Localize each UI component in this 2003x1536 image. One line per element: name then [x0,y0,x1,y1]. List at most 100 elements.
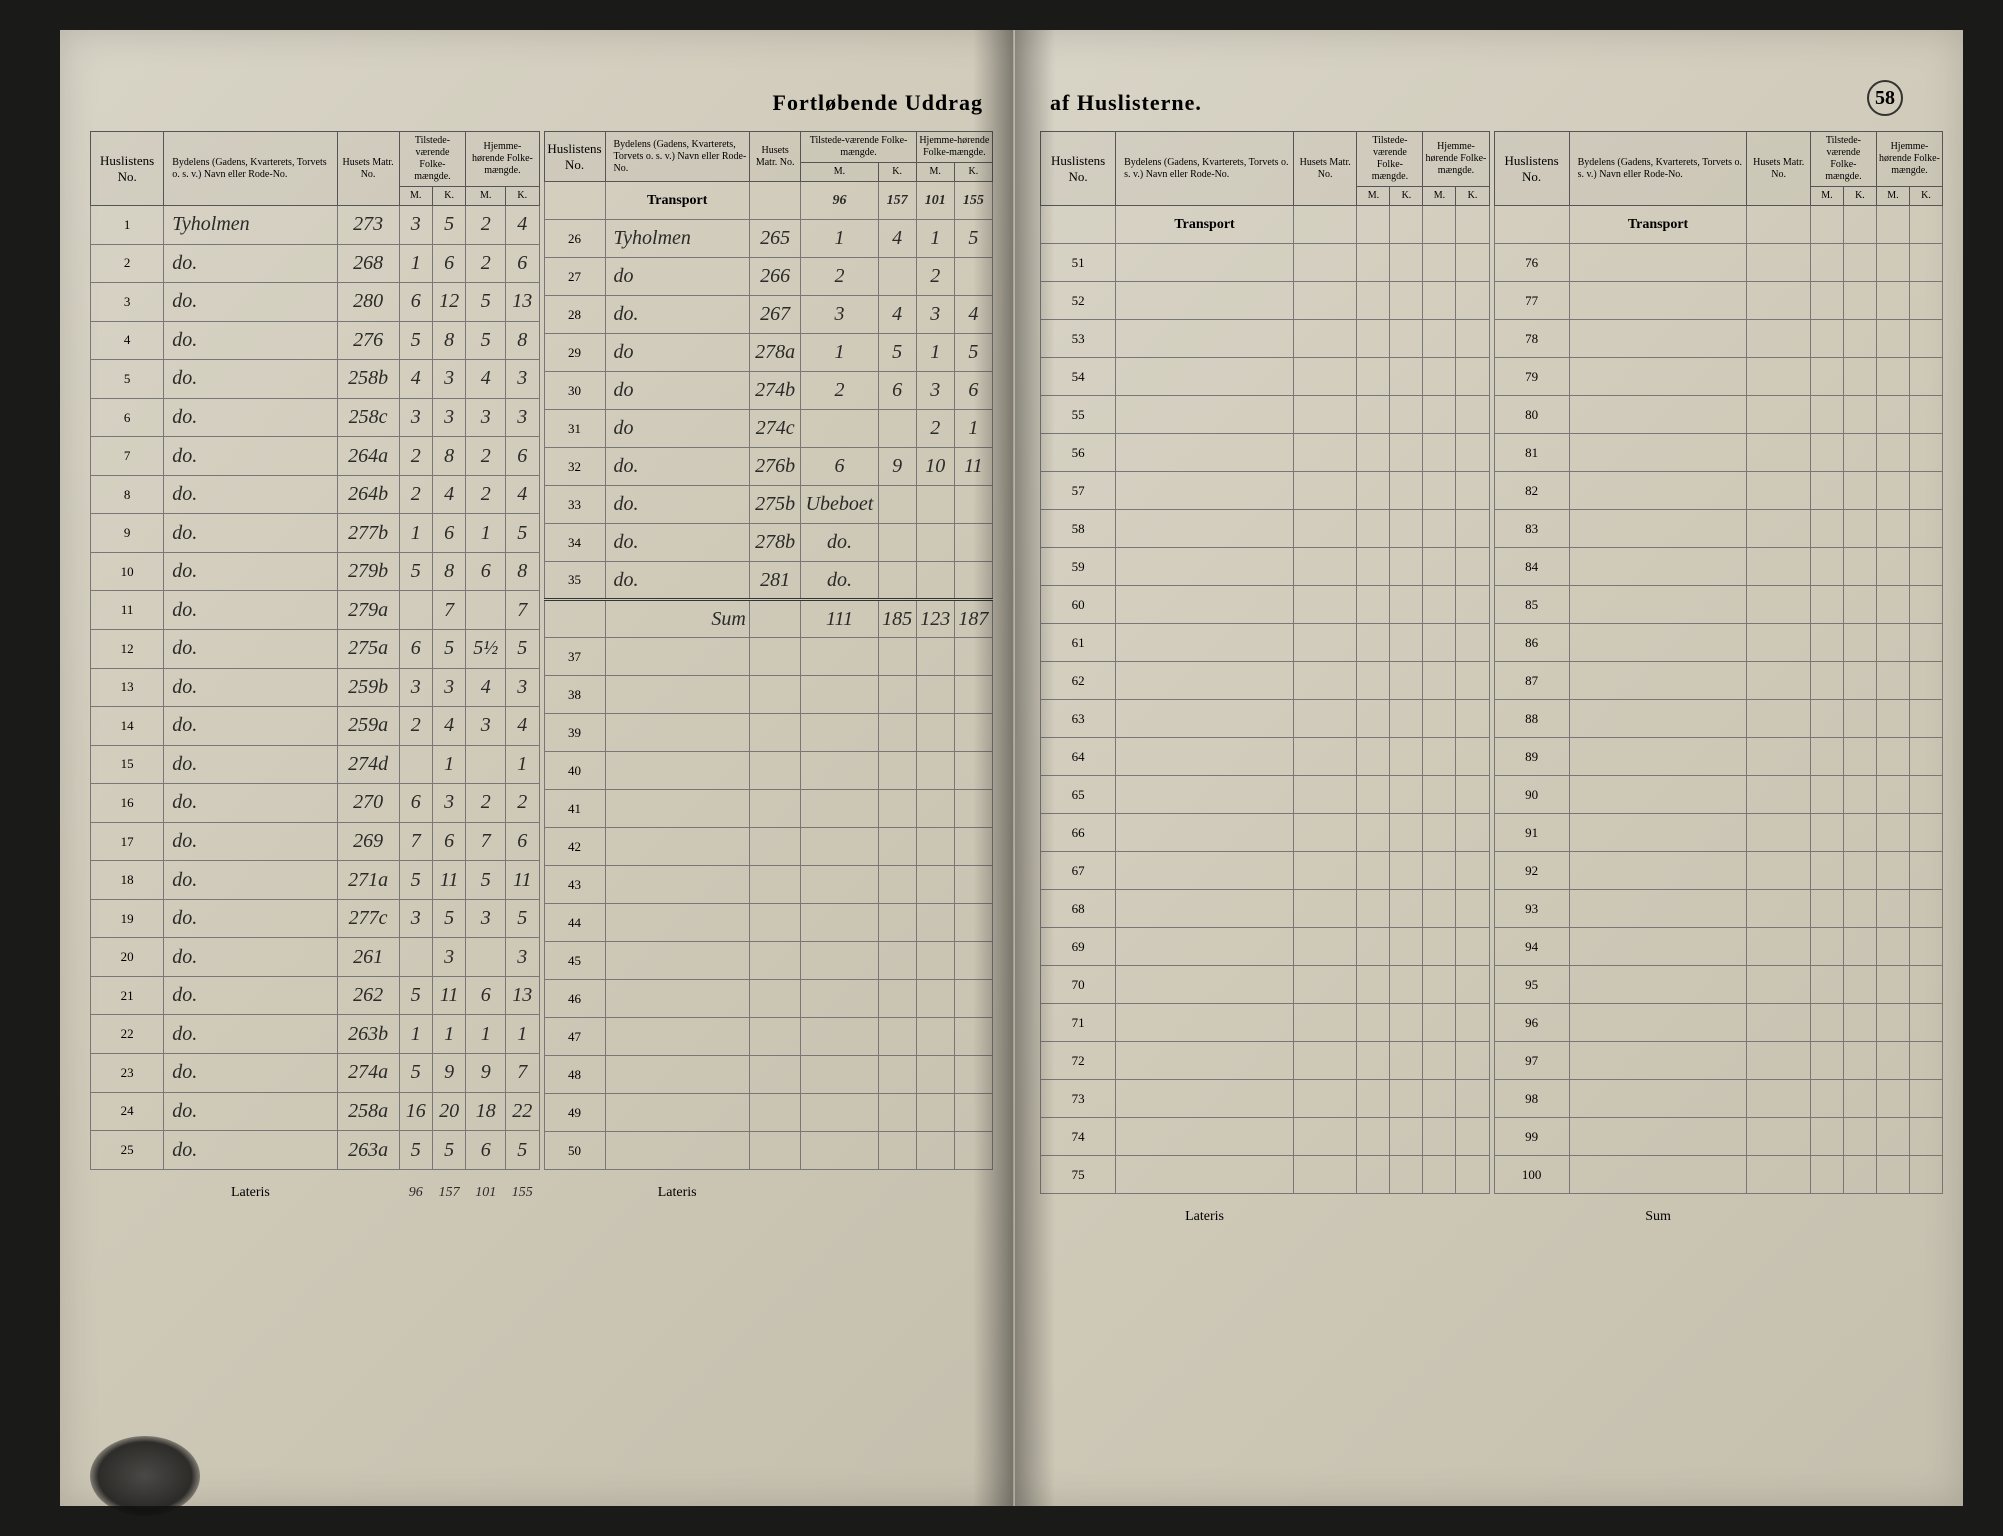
cell: 266 [749,258,801,296]
cell: 26 [544,220,605,258]
cell [1357,320,1390,358]
cell [916,524,954,562]
cell: 44 [544,904,605,942]
cell [1116,852,1294,890]
cell [1293,966,1356,1004]
table-row: 86 [1494,624,1943,662]
cell: 76 [1494,244,1569,282]
cell [1843,1004,1876,1042]
cell [1747,396,1810,434]
table-row: 17do.2697676 [91,822,540,861]
cell: 46 [544,980,605,1018]
cell: 13 [506,283,540,322]
cell: 2 [801,372,878,410]
cell [1423,1080,1456,1118]
col-hjemme: Hjemme-hørende Folke-mængde. [1876,132,1942,187]
cell [1843,1080,1876,1118]
cell [749,1018,801,1056]
table-row: 40 [544,752,993,790]
cell [1909,472,1942,510]
cell [1810,624,1843,662]
cell [916,1094,954,1132]
cell: 278a [749,334,801,372]
cell [605,942,749,980]
cell [1293,700,1356,738]
cell: 18 [466,1092,506,1131]
sum-label: Sum [1569,1194,1747,1232]
cell: 261 [337,938,399,977]
cell: 277c [337,899,399,938]
col-matr: Husets Matr. No. [1747,132,1810,206]
cell [1909,1042,1942,1080]
cell [916,714,954,752]
cell [1293,852,1356,890]
table-row: 65 [1041,776,1490,814]
cell [1909,510,1942,548]
cell: 3 [506,398,540,437]
cell: 6 [954,372,992,410]
cell [1293,434,1356,472]
cell [916,904,954,942]
cell [1909,320,1942,358]
cell: 12 [91,630,164,669]
cell: 18 [91,861,164,900]
cell: 1 [801,220,878,258]
cell: 50 [544,1132,605,1170]
cell: 6 [399,784,432,823]
cell: 11 [432,976,465,1015]
cell [1456,434,1489,472]
cell [1293,1042,1356,1080]
col-matr: Husets Matr. No. [1293,132,1356,206]
cell [1876,396,1909,434]
cell [749,638,801,676]
cell [1876,244,1909,282]
cell [1293,928,1356,966]
cell: 4 [878,296,916,334]
table-row: 24do.258a16201822 [91,1092,540,1131]
cell [1423,852,1456,890]
cell: do. [164,591,337,630]
cell [1810,586,1843,624]
cell [878,1018,916,1056]
cell: 96 [1494,1004,1569,1042]
cell: 3 [916,372,954,410]
cell [1876,472,1909,510]
cell [1423,890,1456,928]
cell: 75 [1041,1156,1116,1194]
cell [878,1056,916,1094]
cell [1810,890,1843,928]
cell [1876,738,1909,776]
cell [1843,396,1876,434]
cell [1293,624,1356,662]
cell [1569,358,1747,396]
cell: do. [605,562,749,600]
cell [1876,282,1909,320]
cell [749,942,801,980]
cell: do. [164,475,337,514]
col-k: K. [1909,187,1942,206]
cell [801,980,878,1018]
cell: 9 [432,1054,465,1093]
cell: 100 [1494,1156,1569,1194]
table-row: 54 [1041,358,1490,396]
cell [1747,244,1810,282]
cell: 280 [337,283,399,322]
table-row: 53 [1041,320,1490,358]
col-hjemme: Hjemme-hørende Folke-mængde. [1423,132,1489,187]
cell [1357,434,1390,472]
cell: 5 [399,1054,432,1093]
cell [954,1056,992,1094]
cell: do. [164,244,337,283]
table-row: 22do.263b1111 [91,1015,540,1054]
table-row: 28do.2673434 [544,296,993,334]
cell: 6 [432,822,465,861]
cell [1747,776,1810,814]
lateris-hk: 155 [506,1170,540,1208]
cell: 84 [1494,548,1569,586]
transport-row: Transport [1041,206,1490,244]
cell [1747,1156,1810,1194]
cell [1423,320,1456,358]
cell: 10 [916,448,954,486]
cell [1390,700,1423,738]
cell [1116,282,1294,320]
